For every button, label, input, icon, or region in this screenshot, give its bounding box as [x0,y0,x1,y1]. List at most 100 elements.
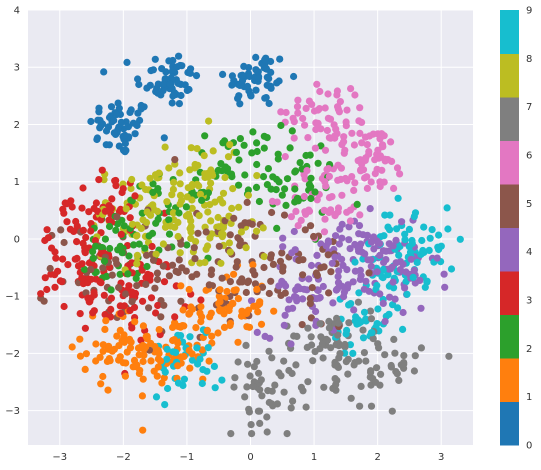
data-point [121,372,129,380]
data-point [317,333,325,341]
data-point [311,188,319,196]
data-point [156,357,165,365]
data-point [115,342,123,350]
data-point [362,357,370,365]
data-point [307,174,315,182]
data-point [159,240,167,248]
data-point [295,256,303,264]
data-point [232,148,240,156]
data-point [131,192,139,200]
data-point [115,283,123,292]
data-point [425,246,433,254]
data-point [399,325,407,333]
data-point [244,360,252,368]
colorbar-tick-label: 9 [526,6,532,17]
data-point [240,141,248,149]
data-point [347,300,355,308]
data-point [268,387,276,395]
data-point [270,307,278,315]
data-point [186,364,194,372]
data-point [413,258,421,266]
data-point [184,184,192,192]
data-point [106,244,114,253]
data-point [379,299,387,307]
y-tick-label: −1 [5,292,20,303]
data-point [380,232,388,240]
data-point [236,278,244,286]
data-point [392,259,400,267]
data-point [89,254,97,262]
data-point [307,261,316,270]
data-point [104,123,113,131]
data-point [279,267,287,275]
data-point [51,283,59,291]
data-point [348,129,356,137]
data-point [176,61,184,70]
data-point [130,241,138,249]
data-point [376,178,384,186]
data-point [138,392,146,400]
data-point [257,376,265,384]
data-point [105,222,114,231]
data-point [102,317,110,325]
data-point [340,149,348,157]
data-point [232,263,240,271]
data-point [253,147,261,156]
data-point [361,174,369,182]
data-point [177,197,186,205]
data-point [193,344,201,352]
data-point [155,169,163,177]
data-point [292,361,300,369]
y-tick-label: 1 [14,177,20,188]
data-point [260,263,268,272]
data-point [82,350,90,358]
data-point [104,386,112,394]
colorbar-swatch [500,227,519,272]
data-point [87,275,95,283]
colorbar-tick-label: 6 [526,151,532,162]
data-point [146,174,154,182]
data-point [81,365,89,373]
data-point [46,264,54,273]
data-point [61,199,69,207]
data-point [234,338,242,346]
data-point [103,272,111,280]
data-point [342,358,350,366]
data-point [113,260,121,268]
data-point [396,266,404,274]
data-point [92,340,100,348]
data-point [243,309,251,318]
data-point [175,100,183,108]
data-point [280,211,289,219]
data-point [196,309,204,317]
data-point [101,207,109,215]
data-point [214,329,222,337]
data-point [128,175,136,184]
data-point [215,223,223,231]
data-point [253,227,261,235]
data-point [187,223,195,231]
data-point [139,375,147,383]
data-point [223,165,232,173]
data-point [345,223,353,231]
data-point [78,274,86,282]
data-point [174,362,182,370]
data-point [223,287,231,296]
data-point [303,167,311,175]
data-point [289,397,297,405]
data-point [122,205,130,213]
data-point [294,283,302,291]
data-point [264,165,272,173]
data-point [366,205,374,213]
data-point [97,243,105,252]
data-point [188,196,196,204]
data-point [203,367,211,375]
colorbar-swatch [500,97,519,141]
data-point [354,157,362,165]
data-point [417,304,425,312]
data-point [280,357,288,365]
data-point [409,273,417,281]
data-point [253,160,261,169]
data-point [136,366,144,374]
data-point [294,222,302,230]
